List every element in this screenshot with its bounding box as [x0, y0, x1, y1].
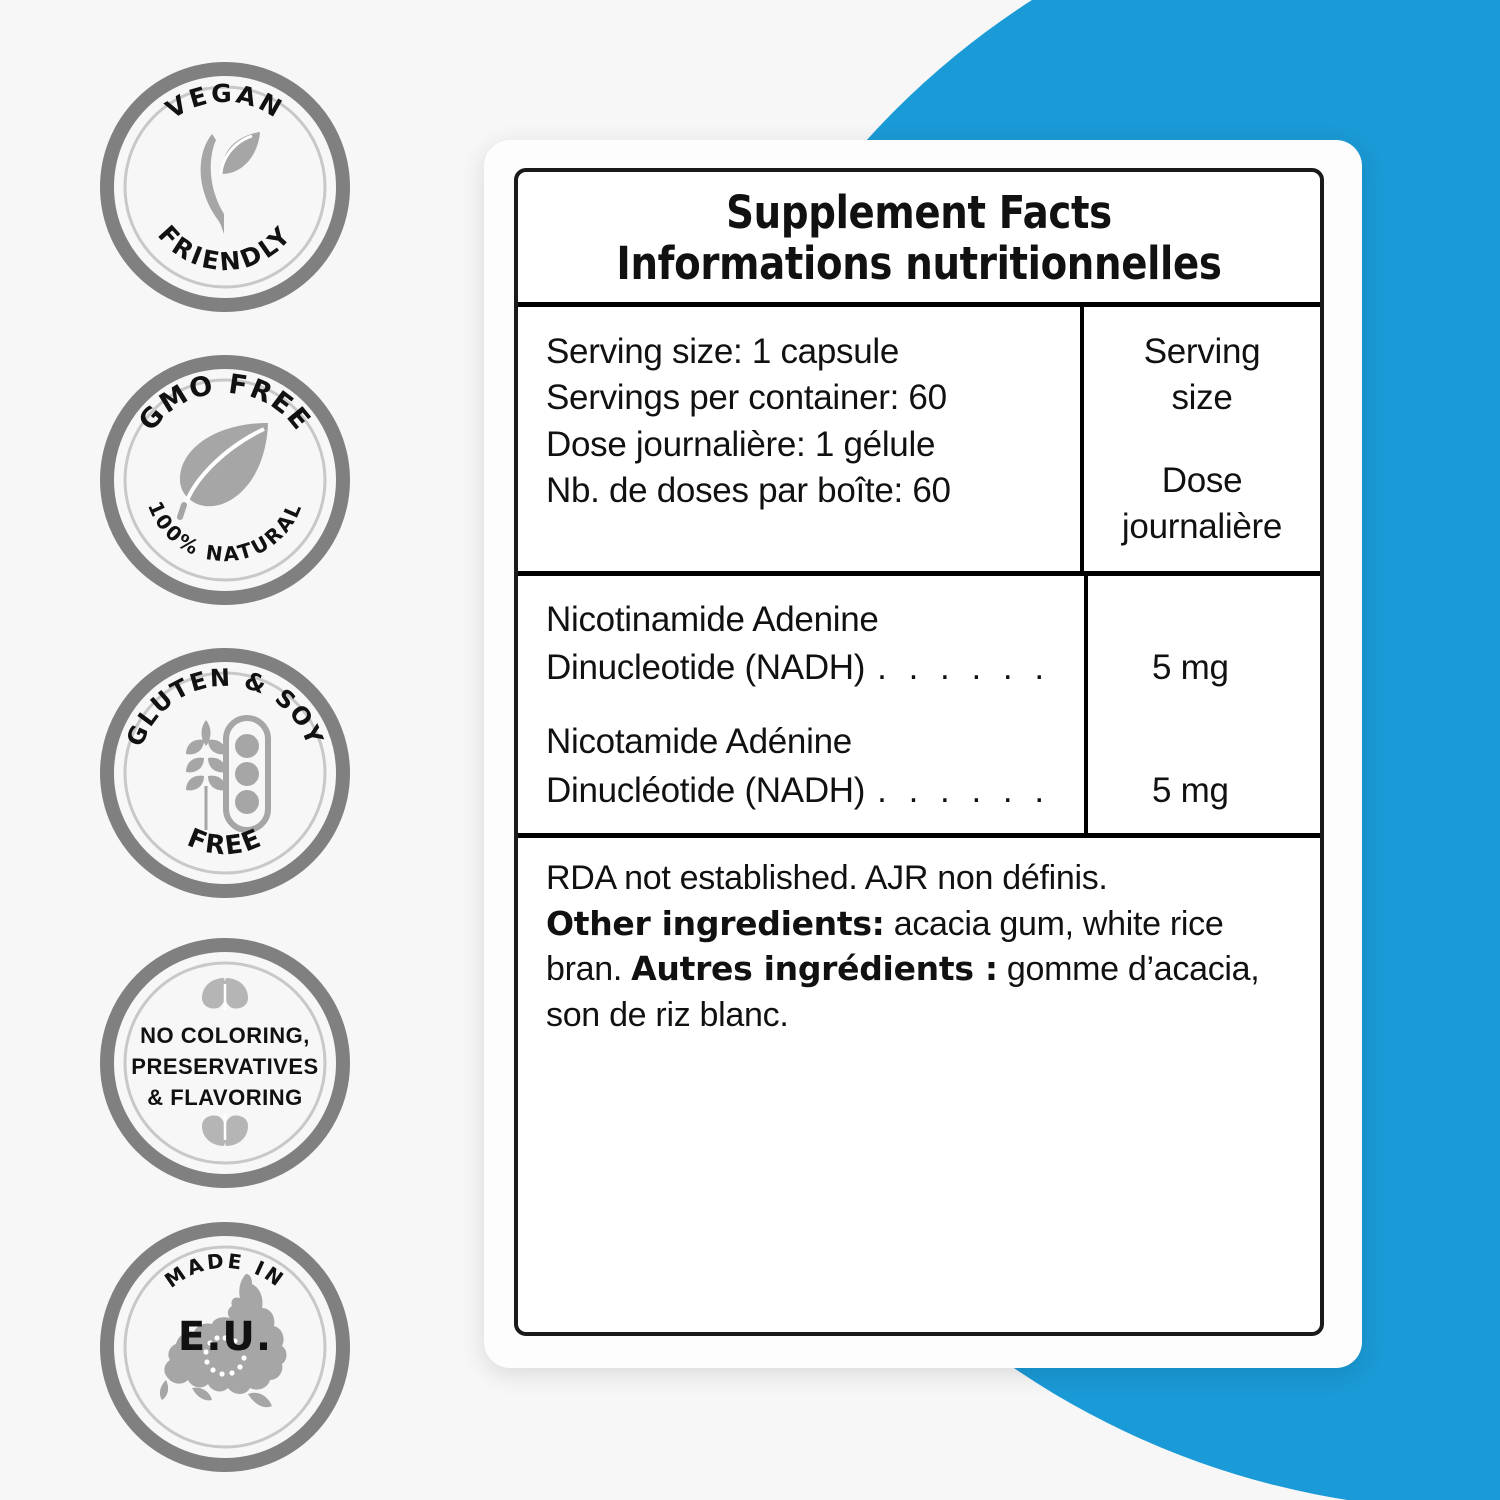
badge-gmo-free: GMO FREE 100% NATURAL	[100, 355, 350, 605]
badge-bottom-text: FRIENDLY	[152, 220, 295, 277]
svg-text:MADE IN: MADE IN	[160, 1249, 290, 1293]
svg-text:FRIENDLY: FRIENDLY	[152, 220, 298, 277]
europe-map-icon	[159, 1274, 287, 1408]
rda-note: RDA not established. AJR non définis.	[546, 859, 1108, 898]
badge-line-3: & FLAVORING	[147, 1085, 302, 1110]
ingredient-name-line2: Dinucleotide (NADH)	[546, 648, 866, 688]
serving-row: Serving size: 1 capsule Servings per con…	[518, 306, 1320, 576]
badge-top-text: MADE IN	[160, 1249, 287, 1293]
supplement-facts-label: Supplement Facts Informations nutritionn…	[514, 168, 1324, 1336]
ingredients-row: Nicotinamide Adenine Dinucleotide (NADH)…	[518, 575, 1320, 839]
column-divider	[1084, 575, 1088, 834]
badge-vegan-friendly: VEGAN FRIENDLY	[100, 62, 350, 312]
ingredient-amount: 5 mg	[1152, 770, 1229, 810]
leader-dots: . . . . . .	[877, 770, 1051, 810]
svg-text:100% NATURAL: 100% NATURAL	[143, 498, 307, 567]
serving-line-2: Servings per container: 60	[546, 378, 947, 418]
badge-no-coloring: NO COLORING, PRESERVATIVES & FLAVORING	[100, 938, 350, 1188]
svg-text:VEGAN: VEGAN	[161, 79, 289, 125]
ingredient-amount: 5 mg	[1152, 648, 1229, 688]
serving-header-en-1: Serving	[1143, 331, 1261, 371]
gmo-free-icon: GMO FREE 100% NATURAL	[100, 355, 350, 605]
serving-line-4: Nb. de doses par boîte: 60	[546, 471, 951, 511]
serving-line-1: Serving size: 1 capsule	[546, 331, 900, 371]
made-in-eu-icon: E.U. MADE IN	[100, 1222, 350, 1472]
other-ingredients-text: Other ingredients: acacia gum, white ric…	[546, 902, 1298, 1039]
label-footer: RDA not established. AJR non définis. Ot…	[518, 838, 1320, 1054]
other-ingredients-value-fr: gomme d’acacia, son de riz blanc.	[546, 950, 1260, 1034]
ingredient-name-line1: Nicotinamide Adenine	[546, 599, 879, 639]
leaf-pair-icon-bottom	[202, 1114, 248, 1146]
ingredients-wrap: Nicotinamide Adenine Dinucleotide (NADH)…	[518, 575, 1229, 834]
serving-right-cell: Serving size Dose journalière	[1084, 307, 1320, 571]
label-title-fr: Informations nutritionnelles	[616, 236, 1222, 290]
other-ingredients-label-fr: Autres ingrédients :	[631, 949, 998, 989]
badge-gluten-soy-free: GLUTEN & SOY FREE	[100, 648, 350, 898]
leaf-icon	[177, 423, 268, 520]
vegan-friendly-icon: VEGAN FRIENDLY	[100, 62, 350, 312]
ingredient-name-line2: Dinucléotide (NADH)	[546, 770, 866, 810]
serving-header-en-2: size	[1171, 378, 1233, 418]
label-header: Supplement Facts Informations nutritionn…	[518, 172, 1320, 307]
leaf-pair-icon	[202, 978, 248, 1010]
ingredient-name-line1: Nicotamide Adénine	[546, 722, 852, 762]
ingredient-item: Nicotamide Adénine Dinucléotide (NADH) .…	[518, 718, 1229, 815]
badge-top-text: VEGAN	[161, 79, 286, 125]
wheat-soy-icon	[186, 715, 271, 833]
leader-dots: . . . . . .	[877, 648, 1051, 688]
other-ingredients-label-en: Other ingredients:	[546, 903, 885, 943]
serving-header-fr-2: journalière	[1121, 507, 1283, 547]
svg-text:FREE: FREE	[183, 823, 267, 862]
gluten-soy-free-icon: GLUTEN & SOY FREE	[100, 648, 350, 898]
badge-bottom-text: FREE	[183, 823, 265, 862]
label-title-en: Supplement Facts	[726, 186, 1112, 239]
ingredient-item: Nicotinamide Adenine Dinucleotide (NADH)…	[518, 596, 1229, 693]
sprout-leaf-icon	[200, 132, 260, 234]
badge-line-2: PRESERVATIVES	[131, 1054, 318, 1079]
no-coloring-icon: NO COLORING, PRESERVATIVES & FLAVORING	[100, 938, 350, 1188]
badge-made-in-eu: E.U. MADE IN	[100, 1222, 350, 1472]
ingredient-amount-line: Dinucleotide (NADH) . . . . . . 5 mg	[518, 644, 1229, 692]
badge-bottom-text: 100% NATURAL	[143, 498, 304, 567]
other-ingredients-value-en: acacia gum, white rice bran.	[546, 904, 1224, 989]
serving-line-3: Dose journalière: 1 gélule	[546, 424, 936, 464]
ingredient-spacer	[518, 692, 1084, 718]
serving-header-fr-1: Dose	[1161, 460, 1243, 500]
serving-left-cell: Serving size: 1 capsule Servings per con…	[518, 306, 1084, 571]
badge-line-1: NO COLORING,	[140, 1023, 310, 1048]
ingredient-amount-line: Dinucléotide (NADH) . . . . . . 5 mg	[518, 767, 1229, 815]
badge-center-text: E.U.	[178, 1314, 272, 1360]
